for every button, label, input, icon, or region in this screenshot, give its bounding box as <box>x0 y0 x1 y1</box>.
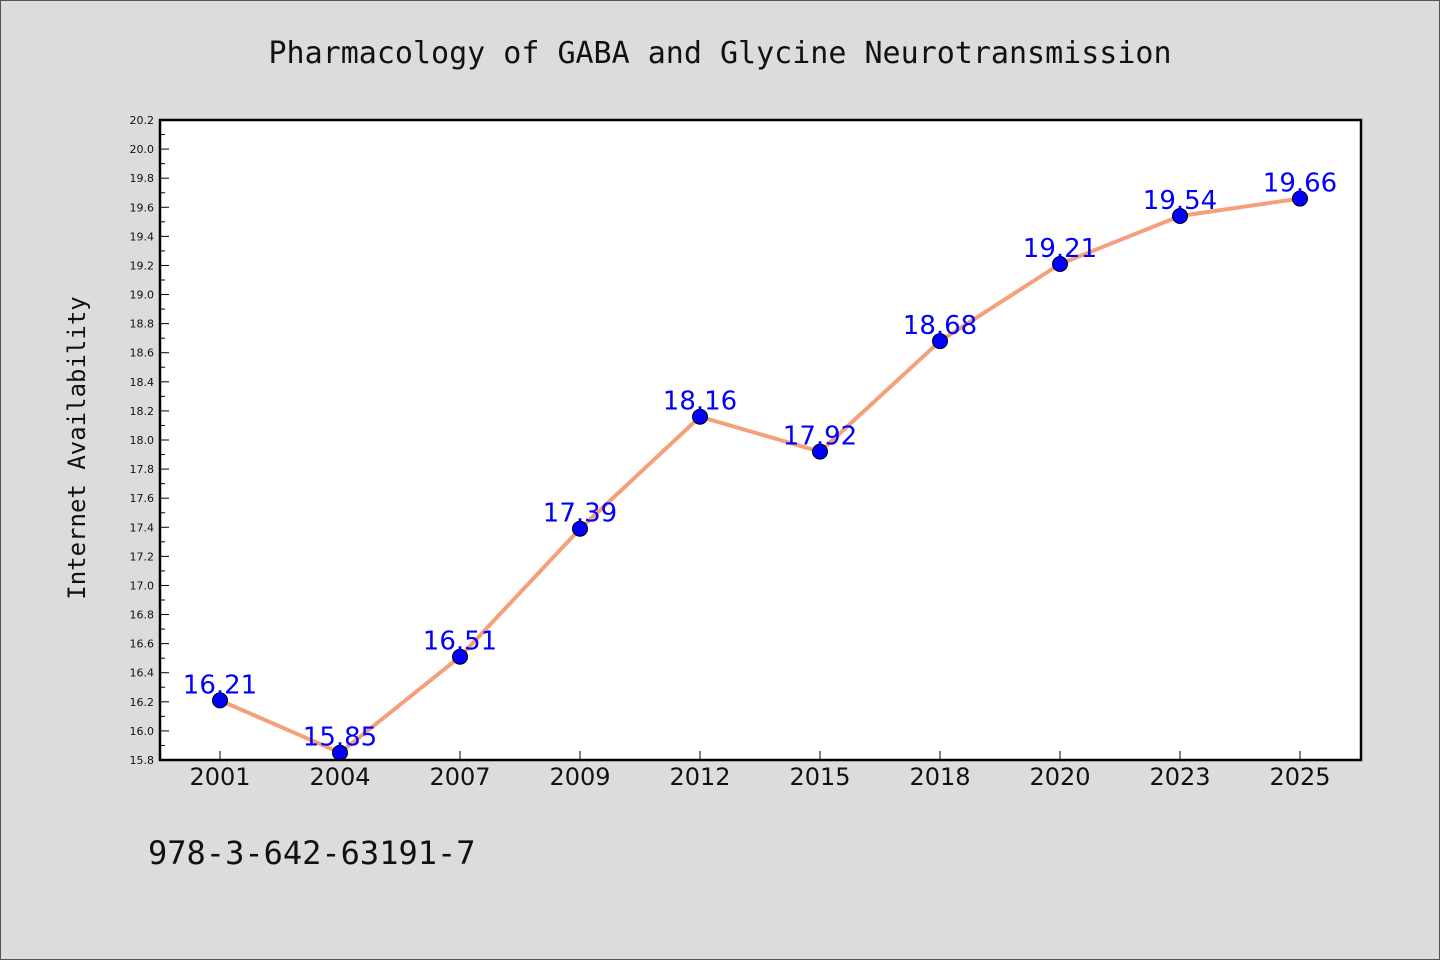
data-point-marker <box>572 520 588 537</box>
data-point-label: 18.68 <box>903 311 977 341</box>
x-axis: 2001 2004 2007 2009 2012 2015 2018 2020 2023 2025 <box>189 751 1331 791</box>
y-tick-label: 16.6 <box>130 638 155 651</box>
y-tick-label: 19.4 <box>130 230 155 243</box>
y-tick-label: 15.8 <box>130 754 155 767</box>
x-tick-label: 2007 <box>429 763 490 791</box>
data-point-marker <box>812 443 828 460</box>
y-tick-label: 18.2 <box>130 405 155 418</box>
data-point-label: 16.51 <box>423 627 497 657</box>
data-point-label: 15.85 <box>303 723 377 753</box>
y-tick-label: 17.0 <box>130 579 155 592</box>
x-tick-label: 2001 <box>189 763 250 791</box>
y-tick-label: 17.8 <box>130 463 155 476</box>
y-tick-label: 19.6 <box>130 201 155 214</box>
x-tick-label: 2012 <box>669 763 730 791</box>
data-point-marker <box>932 333 948 350</box>
data-point-label: 17.92 <box>783 422 857 452</box>
x-tick-label: 2018 <box>909 763 970 791</box>
data-point-marker <box>1172 208 1188 224</box>
data-point-marker <box>452 648 468 665</box>
data-point-label: 18.16 <box>663 387 737 417</box>
data-labels: 16.21 15.85 16.51 17.39 18.16 17.92 18.68 19.21… <box>183 169 1337 753</box>
x-tick-label: 2015 <box>789 763 850 791</box>
x-tick-label: 2023 <box>1149 763 1210 791</box>
data-point-marker <box>692 408 708 425</box>
data-point-marker <box>212 692 228 709</box>
plot-area <box>160 120 1361 760</box>
y-tick-label: 18.0 <box>130 434 155 447</box>
y-tick-label: 20.2 <box>130 114 155 127</box>
y-tick-label: 19.8 <box>130 172 155 185</box>
series-line <box>218 196 1302 755</box>
data-point-marker <box>1052 256 1068 272</box>
y-tick-label: 20.0 <box>130 143 155 156</box>
y-tick-label: 16.2 <box>130 696 155 709</box>
x-tick-label: 2020 <box>1029 763 1090 791</box>
y-tick-label: 17.4 <box>130 521 155 534</box>
y-tick-label: 16.0 <box>130 725 155 738</box>
data-point-label: 17.39 <box>543 499 617 529</box>
data-point-label: 19.54 <box>1143 186 1217 216</box>
y-tick-label: 16.8 <box>130 609 155 622</box>
isbn-text: 978-3-642-63191-7 <box>148 834 476 872</box>
y-tick-label: 18.4 <box>130 376 155 389</box>
plot-border <box>158 118 1363 762</box>
y-tick-label: 18.8 <box>130 318 155 331</box>
data-point-label: 16.21 <box>183 670 257 700</box>
x-tick-label: 2025 <box>1269 763 1330 791</box>
y-tick-label: 19.2 <box>130 259 155 272</box>
y-axis: 15.8 16.0 16.2 16.4 16.6 16.8 17.0 17.2 17.4 17.6… <box>130 114 169 767</box>
y-tick-label: 19.0 <box>130 289 155 302</box>
chart-title: Pharmacology of GABA and Glycine Neurotr… <box>268 36 1171 71</box>
y-tick-label: 16.4 <box>130 667 155 680</box>
data-point-label: 19.66 <box>1263 169 1337 199</box>
data-point-label: 19.21 <box>1023 234 1097 264</box>
series-line-group <box>212 190 1308 761</box>
y-tick-label: 18.6 <box>130 347 155 360</box>
y-axis-label: Internet Availability <box>63 296 91 599</box>
x-tick-label: 2004 <box>309 763 370 791</box>
data-point-marker <box>1292 190 1308 207</box>
y-tick-label: 17.2 <box>130 550 155 563</box>
x-tick-label: 2009 <box>549 763 610 791</box>
y-tick-label: 17.6 <box>130 492 155 505</box>
